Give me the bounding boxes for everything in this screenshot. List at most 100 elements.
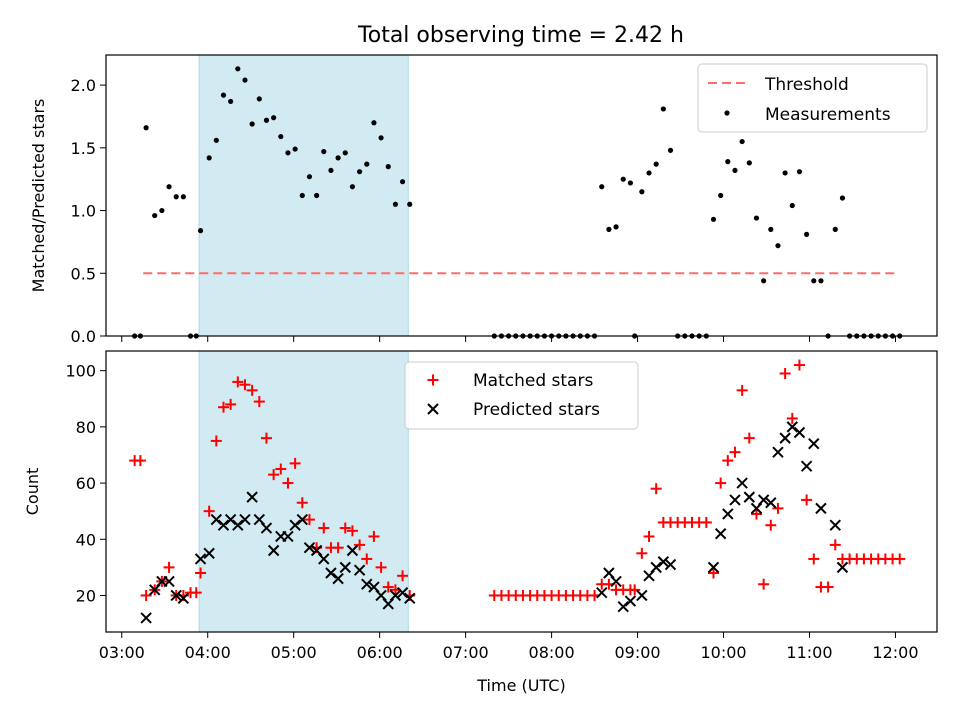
x-stroke — [829, 519, 841, 531]
measurement-point — [159, 207, 165, 214]
predicted-point — [303, 541, 316, 554]
y-tick-label: 0.0 — [71, 327, 96, 346]
predicted-point — [217, 519, 230, 531]
measurement-point — [710, 216, 717, 222]
predicted-point — [772, 446, 784, 458]
top-axes-frame — [105, 54, 938, 337]
legend-predicted-swatch — [427, 403, 439, 415]
x-stroke — [303, 541, 316, 554]
measurement-point — [627, 180, 633, 186]
matched-point — [793, 359, 805, 371]
y-tick-label: 0.5 — [71, 264, 96, 283]
bottom-panel: 20 40 60 80 100 03:00 04:00 05:00 06:00 07:00 08:… — [23, 350, 938, 695]
predicted-point — [267, 544, 280, 557]
predicted-point — [729, 494, 741, 506]
measurement-point — [660, 106, 666, 112]
x-stroke — [404, 592, 416, 604]
predicted-point — [318, 553, 330, 565]
x-stroke — [793, 426, 806, 439]
matched-point — [375, 561, 387, 573]
measurement-point — [796, 169, 803, 175]
measurement-point — [356, 169, 363, 175]
predicted-point — [765, 497, 777, 509]
measurement-point — [299, 192, 305, 199]
top-legend: Threshold Measurements — [697, 63, 928, 133]
predicted-point — [260, 522, 273, 534]
measurement-point — [335, 155, 341, 161]
x-stroke — [210, 513, 223, 526]
predicted-point — [800, 460, 813, 472]
legend-measurements-label: Measurements — [765, 105, 891, 125]
matched-point — [163, 561, 175, 573]
measurement-point — [639, 189, 645, 195]
measurement-point — [782, 170, 788, 176]
measurement-point — [228, 98, 234, 105]
measurement-point — [818, 278, 824, 284]
y-tick-label: 2.0 — [71, 76, 96, 95]
matched-point — [650, 483, 662, 495]
predicted-point — [736, 477, 748, 489]
measurement-point — [725, 159, 731, 165]
matched-point — [382, 581, 394, 593]
matched-point — [368, 530, 380, 542]
measurement-point — [768, 226, 774, 232]
matched-point — [275, 463, 287, 475]
x-stroke — [617, 601, 629, 613]
x-stroke — [636, 589, 648, 602]
measurement-point — [249, 121, 255, 127]
x-tick-label: 04:00 — [185, 643, 231, 662]
top-y-ticks: 0.0 0.5 1.0 1.5 2.0 — [71, 76, 106, 346]
measurement-point — [292, 146, 298, 152]
measurement-point — [256, 96, 262, 102]
x-stroke — [163, 575, 175, 588]
matched-point — [765, 519, 777, 531]
measurement-point — [606, 226, 612, 232]
matched-point — [715, 477, 727, 489]
matched-point — [268, 469, 280, 481]
x-stroke — [140, 612, 152, 624]
predicted-point — [596, 586, 608, 599]
x-tick-label: 05:00 — [271, 643, 317, 662]
matched-point — [260, 432, 272, 444]
x-stroke — [836, 561, 849, 574]
predicted-point — [224, 513, 237, 526]
matched-point — [239, 379, 251, 391]
matched-point — [195, 567, 207, 579]
measurement-point — [392, 201, 399, 207]
predicted-point — [786, 421, 798, 433]
measurement-point — [328, 167, 334, 174]
x-stroke — [361, 578, 373, 590]
measurement-point — [385, 164, 391, 170]
legend-threshold-label: Threshold — [764, 75, 849, 95]
predicted-point — [361, 578, 373, 590]
matched-point — [318, 522, 330, 534]
x-stroke — [267, 544, 280, 557]
matched-point — [203, 505, 215, 517]
matched-point — [636, 547, 648, 559]
matched-point — [801, 494, 813, 506]
matched-point — [629, 584, 641, 596]
y-tick-label: 40 — [76, 530, 96, 549]
measurement-point — [718, 192, 724, 199]
predicted-point — [246, 491, 258, 503]
matched-point — [253, 396, 265, 408]
measurement-point — [364, 161, 370, 167]
measurement-point — [278, 133, 284, 140]
legend-matched-swatch — [427, 374, 439, 386]
measurement-point — [314, 192, 320, 199]
y-tick-label: 100 — [65, 362, 96, 381]
x-stroke — [603, 567, 615, 579]
x-stroke — [427, 403, 439, 415]
x-stroke — [786, 421, 798, 433]
predicted-point — [793, 426, 806, 439]
matched-point — [397, 570, 409, 582]
measurement-point — [349, 184, 356, 190]
measurement-point — [152, 212, 158, 219]
legend-predicted-label: Predicted stars — [473, 400, 600, 420]
x-stroke — [239, 513, 251, 526]
measurement-point — [811, 278, 817, 284]
measurement-point — [143, 125, 149, 131]
predicted-point — [339, 561, 351, 574]
measurement-point — [342, 150, 348, 156]
matched-point — [225, 398, 237, 410]
